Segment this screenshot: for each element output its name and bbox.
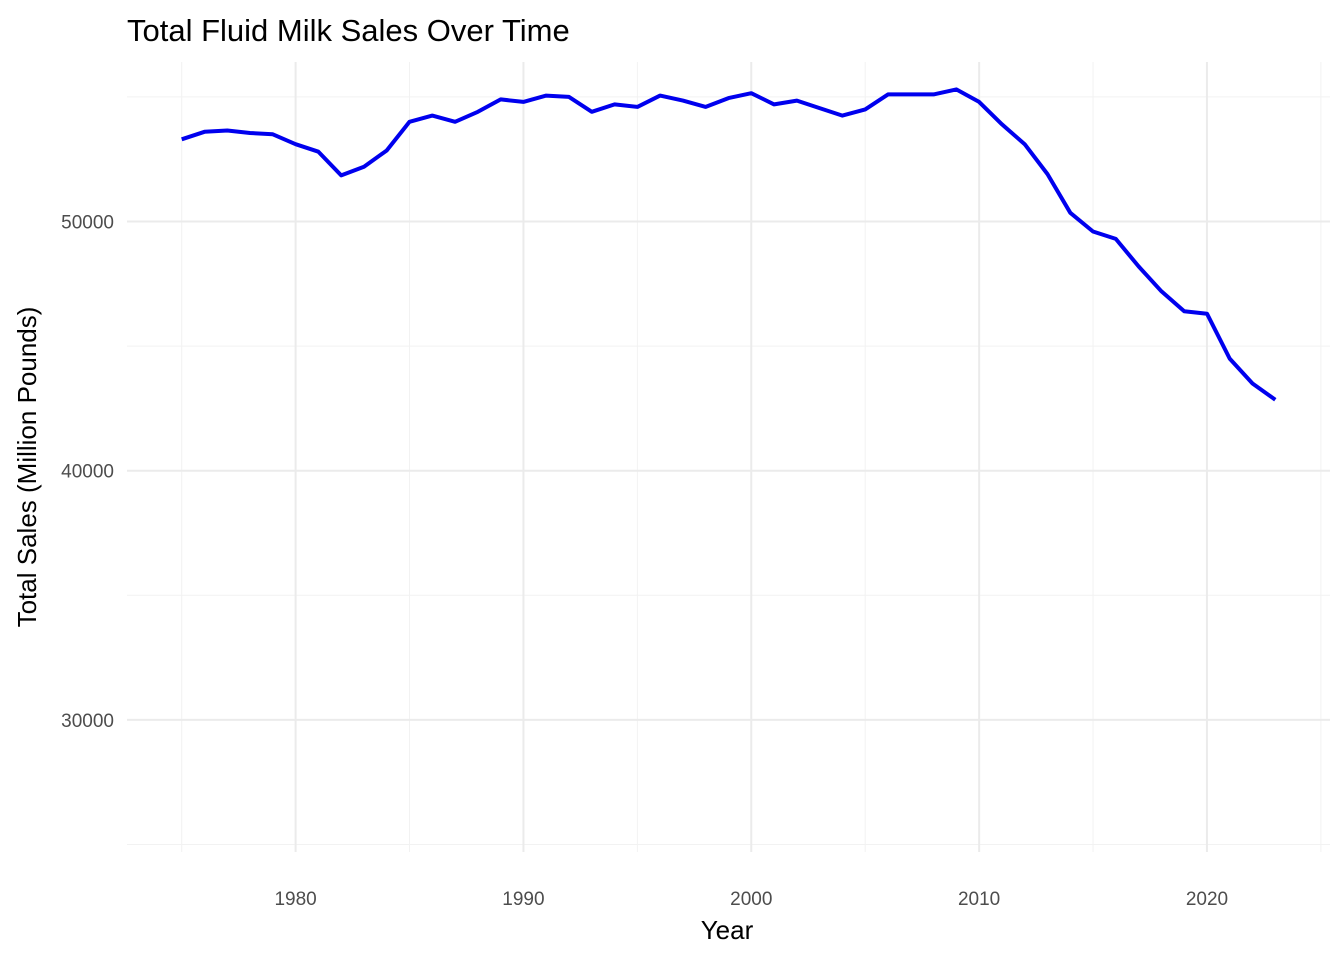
x-tick-label: 2020: [1186, 889, 1228, 910]
x-axis-title: Year: [701, 915, 754, 945]
x-axis-ticks: 1980 1990 2000 2010 2020: [274, 889, 1228, 910]
chart-title: Total Fluid Milk Sales Over Time: [127, 13, 570, 48]
y-axis-title: Total Sales (Million Pounds): [12, 307, 42, 628]
y-tick-label: 40000: [61, 462, 114, 483]
x-tick-label: 2000: [730, 889, 772, 910]
y-tick-label: 50000: [61, 212, 114, 233]
x-tick-label: 1980: [274, 889, 316, 910]
x-tick-label: 2010: [958, 889, 1000, 910]
y-tick-label: 30000: [61, 711, 114, 732]
series-line: [181, 87, 1277, 402]
x-tick-label: 1990: [502, 889, 544, 910]
minor-gridlines: [127, 62, 1330, 852]
y-axis-ticks: 30000 40000 50000: [61, 212, 114, 731]
major-gridlines: [127, 62, 1330, 852]
series-layer: [181, 87, 1277, 402]
